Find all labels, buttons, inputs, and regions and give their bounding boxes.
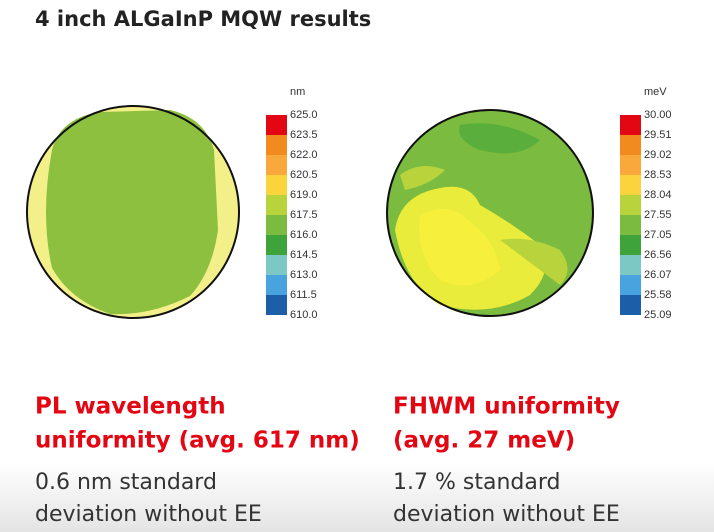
scale-swatch: [266, 175, 287, 195]
scale-label: 619.0: [290, 189, 318, 201]
scale-unit: meV: [644, 86, 667, 98]
scale-label: 27.05: [644, 229, 672, 241]
scale-label: 29.51: [644, 129, 672, 141]
scale-label: 29.02: [644, 149, 672, 161]
panel-heading: uniformity (avg. 617 nm): [35, 428, 360, 454]
scale-label: 620.5: [290, 169, 318, 181]
scale-label: 26.56: [644, 249, 672, 261]
scale-label: 625.0: [290, 109, 318, 121]
scale-label: 25.09: [644, 309, 672, 321]
scale-swatch: [266, 135, 287, 155]
scale-label: 27.55: [644, 209, 672, 221]
scale-label: 28.53: [644, 169, 672, 181]
scale-label: 26.07: [644, 269, 672, 281]
scale-label: 623.5: [290, 129, 318, 141]
scale-label: 28.04: [644, 189, 672, 201]
scale-swatch: [620, 275, 641, 295]
panel-description: deviation without EE: [35, 502, 262, 527]
scale-label: 622.0: [290, 149, 318, 161]
scale-swatch: [620, 235, 641, 255]
scale-swatch: [620, 195, 641, 215]
scale-label: 611.5: [290, 289, 317, 301]
scale-swatch: [266, 235, 287, 255]
scale-swatch: [620, 255, 641, 275]
scale-label: 25.58: [644, 289, 672, 301]
scale-swatch: [266, 115, 287, 135]
scale-swatch: [620, 155, 641, 175]
scale-swatch: [266, 255, 287, 275]
slide-title: 4 inch ALGaInP MQW results: [35, 7, 371, 31]
panel-heading: PL wavelength: [35, 394, 226, 420]
scale-swatch: [266, 215, 287, 235]
panel-description: 0.6 nm standard: [35, 470, 217, 495]
scale-label: 613.0: [290, 269, 318, 281]
scale-label: 610.0: [290, 309, 318, 321]
scale-label: 617.5: [290, 209, 318, 221]
scale-swatch: [266, 275, 287, 295]
scale-swatch: [620, 135, 641, 155]
scale-swatch: [266, 155, 287, 175]
scale-swatch: [266, 295, 287, 315]
scale-label: 614.5: [290, 249, 318, 261]
wafer-map-left: [26, 105, 240, 319]
footer-band: [0, 462, 714, 532]
scale-swatch: [620, 295, 641, 315]
scale-unit: nm: [290, 86, 305, 98]
panel-heading: FHWM uniformity: [393, 394, 620, 420]
scale-swatch: [620, 115, 641, 135]
scale-label: 30.00: [644, 109, 672, 121]
panel-description: deviation without EE: [393, 502, 620, 527]
scale-swatch: [620, 215, 641, 235]
scale-label: 616.0: [290, 229, 318, 241]
wafer-map-right: [386, 109, 594, 317]
scale-swatch: [620, 175, 641, 195]
panel-heading: (avg. 27 meV): [393, 428, 575, 454]
panel-description: 1.7 % standard: [393, 470, 560, 495]
scale-swatch: [266, 195, 287, 215]
